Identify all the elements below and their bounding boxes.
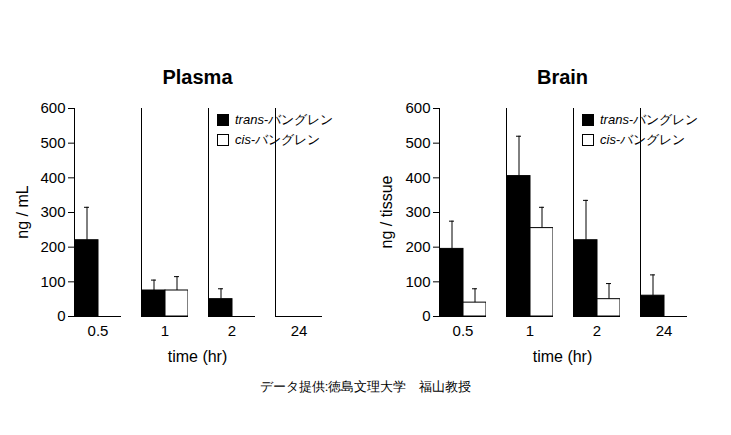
svg-text:100: 100 [405, 273, 430, 290]
svg-text:0.5: 0.5 [453, 322, 474, 339]
html-text:ng / tissue: ng / tissue [378, 175, 395, 249]
svg-text:2: 2 [593, 322, 601, 339]
svg-text:300: 300 [405, 203, 430, 220]
svg-text:0: 0 [422, 307, 430, 324]
svg-text:1: 1 [526, 322, 534, 339]
html-text:cis -バングレン: cis -バングレン [600, 132, 686, 147]
html-text:Brain: Brain [536, 66, 589, 88]
html-text:time (hr): time (hr) [167, 348, 228, 365]
svg-text:24: 24 [291, 322, 308, 339]
html-text:trans -バングレン: trans -バングレン [235, 112, 334, 127]
html-text:time (hr): time (hr) [532, 348, 593, 365]
svg-text:0.5: 0.5 [88, 322, 109, 339]
svg-text:2: 2 [228, 322, 236, 339]
html-text:Plasma: Plasma [162, 66, 233, 88]
svg-text:200: 200 [40, 238, 65, 255]
svg-text:200: 200 [405, 238, 430, 255]
svg-text:600: 600 [40, 99, 65, 116]
svg-text:24: 24 [656, 322, 673, 339]
svg-text:500: 500 [405, 134, 430, 151]
svg-text:400: 400 [405, 169, 430, 186]
svg-text:300: 300 [40, 203, 65, 220]
html-text:ng / mL: ng / mL [13, 185, 31, 239]
svg-text:0: 0 [57, 307, 65, 324]
html-text:cis -バングレン: cis -バングレン [235, 132, 321, 147]
html-text:trans -バングレン: trans -バングレン [600, 112, 699, 127]
svg-text:1: 1 [161, 322, 169, 339]
svg-text:400: 400 [40, 169, 65, 186]
svg-text:100: 100 [40, 273, 65, 290]
svg-text:600: 600 [405, 99, 430, 116]
svg-text:500: 500 [40, 134, 65, 151]
html-text:データ提供:徳島文理大学 福山教授: データ提供:徳島文理大学 福山教授 [259, 379, 472, 394]
